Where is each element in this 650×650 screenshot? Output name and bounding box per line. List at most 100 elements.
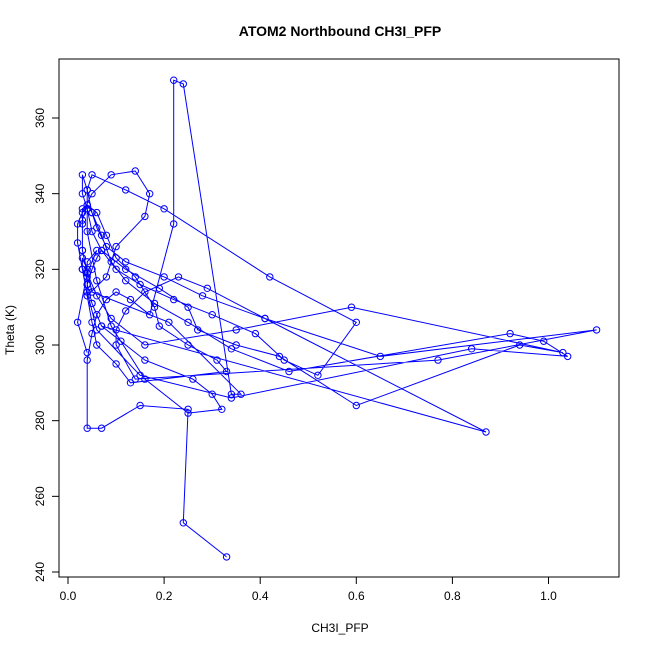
data-point [78, 216, 87, 224]
data-point [78, 246, 87, 255]
data-point [434, 356, 442, 364]
data-point [227, 390, 236, 398]
x-tick-label: 1.0 [540, 589, 557, 603]
data-point [78, 220, 87, 228]
data-point [155, 322, 164, 330]
data-point [97, 424, 106, 432]
data-point [73, 318, 82, 326]
data-point [78, 208, 87, 217]
data-point [122, 307, 130, 315]
data-point [93, 341, 101, 349]
data-point [88, 227, 96, 236]
data-point [208, 311, 216, 319]
data-point [83, 269, 91, 277]
data-point [146, 311, 154, 319]
data-point [266, 273, 274, 281]
data-point [88, 265, 96, 273]
data-point [97, 231, 106, 240]
data-point [83, 280, 91, 289]
data-point [285, 367, 293, 376]
x-tick-label: 0.4 [252, 589, 269, 603]
data-point [102, 231, 111, 240]
data-point [184, 318, 192, 326]
data-point [136, 371, 144, 379]
data-point [112, 254, 120, 262]
y-tick-label: 300 [33, 335, 47, 355]
data-point [251, 329, 260, 338]
data-point [83, 258, 91, 266]
data-point [213, 356, 221, 364]
y-tick-label: 340 [33, 183, 47, 203]
data-point [141, 341, 149, 349]
data-point [482, 428, 490, 436]
data-point [237, 390, 245, 398]
data-point [208, 390, 216, 398]
data-point [112, 360, 120, 368]
data-point [83, 292, 91, 300]
y-tick-label: 260 [33, 486, 47, 506]
data-point [88, 208, 96, 217]
data-point [280, 356, 288, 364]
data-point [83, 205, 91, 213]
y-axis: 240 260 280 300 320 340 360 [33, 108, 60, 582]
chart-title: ATOM2 Northbound CH3I_PFP [239, 23, 441, 39]
data-point [122, 186, 130, 194]
data-point [88, 329, 96, 338]
data-point [131, 167, 140, 175]
data-point [126, 295, 135, 304]
data-point [170, 295, 178, 304]
data-point [376, 352, 384, 361]
data-point [122, 277, 130, 285]
data-point [184, 409, 192, 417]
y-tick-label: 240 [33, 562, 47, 582]
data-point [540, 337, 548, 345]
data-point [506, 329, 514, 338]
data-point [102, 273, 111, 281]
x-axis-label: CH3I_PFP [311, 621, 368, 635]
data-point [83, 201, 91, 209]
data-point [107, 258, 115, 266]
data-point [83, 273, 91, 281]
data-point [352, 401, 360, 410]
data-point [93, 208, 101, 217]
data-point [141, 212, 149, 221]
data-point [352, 318, 360, 326]
data-point [97, 246, 106, 255]
series-line [77, 79, 597, 558]
data-point [107, 322, 115, 330]
data-point [112, 326, 120, 334]
data-point [232, 326, 240, 334]
data-point [564, 352, 572, 361]
x-tick-label: 0.6 [348, 589, 365, 603]
data-point [83, 288, 91, 296]
data-point [93, 311, 101, 319]
data-point [93, 254, 101, 262]
data-point [83, 424, 91, 432]
data-point [88, 318, 96, 326]
data-point [73, 239, 82, 247]
data-point [222, 367, 231, 376]
data-point [155, 284, 164, 292]
data-point [141, 356, 149, 364]
x-tick-label: 0.2 [156, 589, 173, 603]
data-point [592, 326, 601, 334]
data-point [170, 220, 178, 228]
data-point [112, 265, 120, 273]
data-point [194, 326, 202, 334]
data-point [83, 186, 91, 194]
data-point [160, 273, 168, 281]
series-layer [73, 76, 601, 561]
data-point [102, 295, 111, 304]
data-point [83, 227, 91, 236]
data-point [131, 273, 140, 281]
y-axis-label: Theta (K) [3, 305, 17, 355]
data-point [184, 405, 192, 413]
x-tick-label: 0.8 [444, 589, 461, 603]
data-point [184, 303, 192, 311]
data-point [179, 519, 188, 527]
data-point [347, 303, 356, 311]
data-point [131, 375, 140, 383]
data-point [78, 265, 87, 273]
